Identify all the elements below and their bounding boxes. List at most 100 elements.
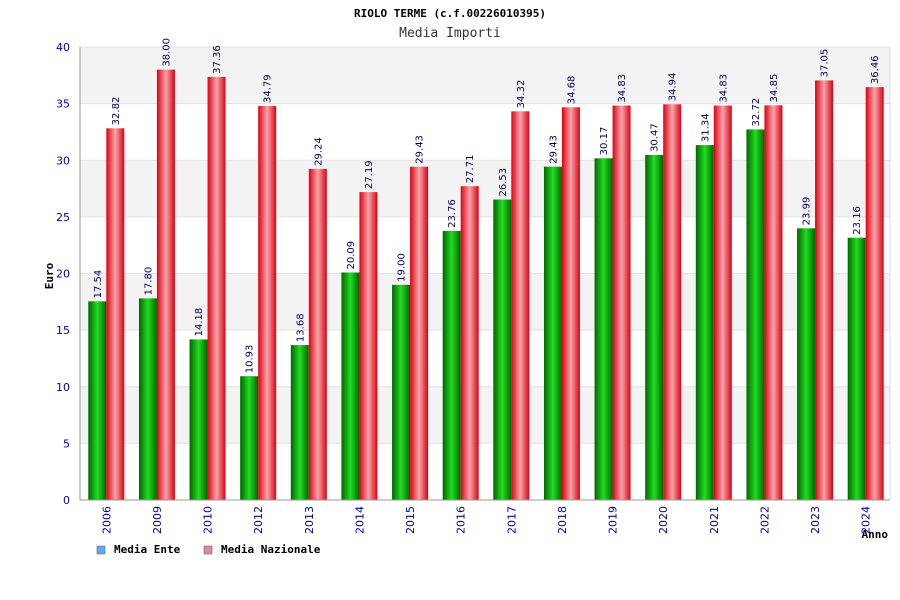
bar-media-nazionale-2018: [561, 107, 580, 501]
value-label-media-ente-2021: 31.34: [700, 113, 711, 142]
y-tick-label: 30: [56, 154, 70, 167]
bar-media-ente-2024: [847, 237, 866, 500]
value-labels: 17.54 32.82 17.80 38.00 14.18 37.36 10.93 34.79…: [93, 38, 881, 373]
value-label-media-nazionale-2020: 34.94: [668, 73, 679, 102]
value-label-media-nazionale-2006: 32.82: [111, 97, 122, 126]
legend-swatch-media-nazionale: [203, 545, 213, 555]
bar-media-nazionale-2019: [612, 105, 631, 501]
value-label-media-ente-2015: 19.00: [397, 253, 408, 282]
value-label-media-ente-2006: 17.54: [93, 270, 104, 299]
x-tick-label: 2019: [607, 506, 620, 534]
value-label-media-nazionale-2021: 34.83: [718, 74, 729, 103]
value-label-media-nazionale-2009: 38.00: [161, 38, 172, 67]
value-label-media-nazionale-2024: 36.46: [870, 55, 881, 84]
bar-media-nazionale-2009: [156, 69, 175, 501]
value-label-media-ente-2020: 30.47: [650, 123, 661, 152]
bar-media-nazionale-2006: [106, 128, 125, 500]
bar-media-ente-2010: [189, 339, 208, 500]
value-label-media-ente-2014: 20.09: [346, 241, 357, 270]
value-label-media-ente-2024: 23.16: [852, 206, 863, 235]
value-label-media-ente-2012: 10.93: [245, 345, 256, 374]
y-tick-label: 40: [56, 41, 70, 54]
bar-media-ente-2013: [290, 345, 309, 500]
bar-media-ente-2014: [341, 272, 360, 500]
value-label-media-ente-2023: 23.99: [802, 197, 813, 226]
y-tick-label: 0: [63, 494, 70, 507]
bar-media-ente-2021: [695, 145, 714, 500]
y-tick-label: 10: [56, 381, 70, 394]
y-tick-label: 35: [56, 98, 70, 111]
value-label-media-nazionale-2022: 34.85: [769, 74, 780, 103]
chart-subtitle: Media Importi: [399, 26, 501, 41]
x-axis-ticks: 2006 2009 2010 2012 2013 2014 2015 2016 2017 2018…: [100, 506, 872, 534]
x-tick-label: 2017: [505, 506, 518, 534]
bars: [88, 69, 884, 501]
y-tick-label: 15: [56, 324, 70, 337]
bar-media-ente-2023: [797, 228, 816, 501]
x-tick-label: 2023: [809, 506, 822, 534]
bar-media-ente-2019: [594, 158, 613, 500]
value-label-media-nazionale-2023: 37.05: [820, 49, 831, 78]
bar-media-nazionale-2014: [359, 192, 378, 501]
x-tick-label: 2012: [252, 506, 265, 534]
y-axis-ticks: 0 5 10 15 20 25 30 35 40: [56, 41, 70, 507]
x-tick-label: 2015: [404, 506, 417, 534]
bar-media-ente-2015: [392, 284, 411, 500]
value-label-media-ente-2016: 23.76: [447, 199, 458, 228]
y-tick-label: 5: [63, 437, 70, 450]
x-tick-label: 2014: [353, 506, 366, 534]
bar-media-nazionale-2015: [410, 166, 429, 500]
x-tick-label: 2009: [151, 506, 164, 534]
bar-media-ente-2009: [138, 298, 157, 500]
value-label-media-ente-2010: 14.18: [194, 308, 205, 337]
y-axis-title: Euro: [43, 262, 56, 289]
value-label-media-nazionale-2014: 27.19: [364, 160, 375, 189]
x-tick-label: 2013: [303, 506, 316, 534]
value-label-media-nazionale-2012: 34.79: [263, 74, 274, 103]
bar-media-nazionale-2013: [308, 168, 327, 500]
value-label-media-nazionale-2019: 34.83: [617, 74, 628, 103]
legend-swatch-media-ente: [96, 545, 106, 555]
x-tick-label: 2020: [657, 506, 670, 534]
value-label-media-nazionale-2010: 37.36: [212, 45, 223, 74]
y-tick-label: 25: [56, 211, 70, 224]
bar-media-ente-2006: [88, 301, 107, 500]
legend-label-media-nazionale: Media Nazionale: [221, 543, 321, 556]
value-label-media-ente-2013: 13.68: [295, 313, 306, 342]
bar-media-ente-2018: [543, 166, 562, 500]
value-label-media-nazionale-2015: 29.43: [415, 135, 426, 164]
value-label-media-ente-2019: 30.17: [599, 127, 610, 156]
x-axis-title: Anno: [862, 528, 889, 541]
bar-media-nazionale-2024: [865, 87, 884, 500]
x-tick-label: 2021: [708, 506, 721, 534]
value-label-media-nazionale-2018: 34.68: [566, 76, 577, 105]
x-tick-label: 2024: [860, 506, 873, 534]
value-label-media-nazionale-2013: 29.24: [313, 137, 324, 166]
bar-media-nazionale-2017: [511, 111, 530, 501]
bar-media-nazionale-2016: [460, 186, 479, 500]
bar-media-nazionale-2023: [815, 80, 834, 500]
value-label-media-ente-2009: 17.80: [143, 267, 154, 296]
x-tick-label: 2018: [556, 506, 569, 534]
bar-media-nazionale-2020: [663, 104, 682, 500]
value-label-media-nazionale-2017: 34.32: [516, 80, 527, 109]
bar-media-ente-2020: [645, 154, 664, 500]
legend: Media Ente Media Nazionale: [96, 543, 321, 556]
value-label-media-nazionale-2016: 27.71: [465, 155, 476, 184]
legend-label-media-ente: Media Ente: [114, 543, 181, 556]
bar-media-ente-2012: [240, 376, 259, 500]
y-tick-label: 20: [56, 268, 70, 281]
bar-media-ente-2022: [746, 129, 765, 501]
value-label-media-ente-2018: 29.43: [548, 135, 559, 164]
bar-media-nazionale-2022: [764, 105, 783, 500]
bar-media-nazionale-2010: [207, 76, 226, 500]
bar-media-nazionale-2021: [713, 105, 732, 501]
x-tick-label: 2010: [202, 506, 215, 534]
value-label-media-ente-2017: 26.53: [498, 168, 509, 197]
bar-media-ente-2017: [493, 199, 512, 501]
bar-media-nazionale-2012: [258, 106, 277, 501]
x-tick-label: 2006: [100, 506, 113, 534]
x-tick-label: 2016: [455, 506, 468, 534]
chart-title: RIOLO TERME (c.f.00226010395): [354, 7, 546, 20]
